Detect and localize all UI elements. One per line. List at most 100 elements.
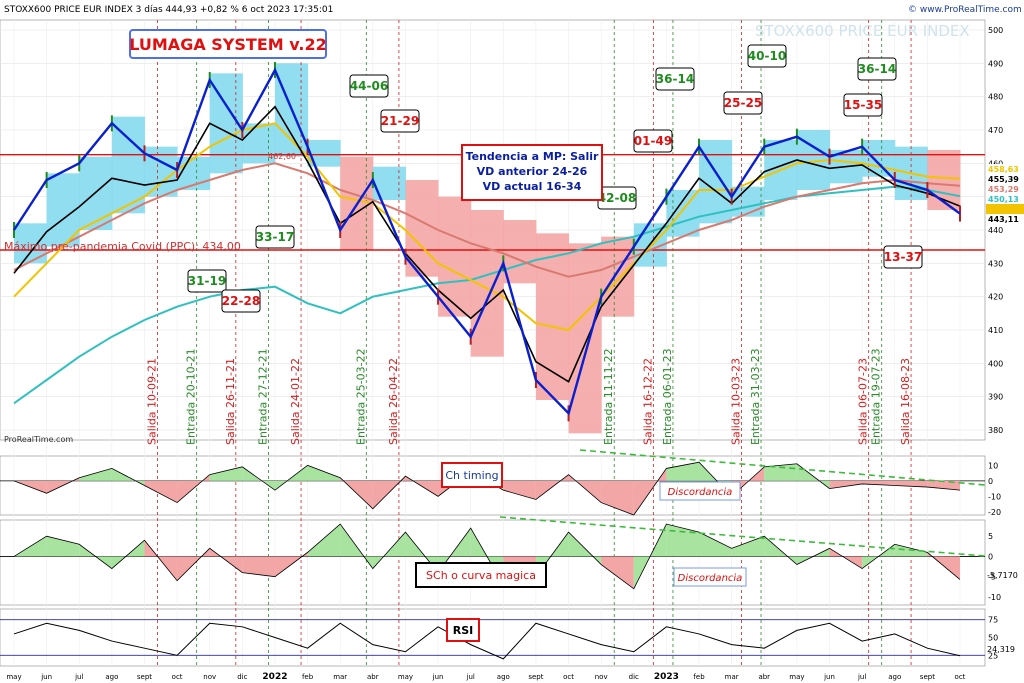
- x-tick-label: 2023: [654, 672, 679, 682]
- y-tick-label: 490: [988, 59, 1003, 68]
- signal-box-red: [843, 93, 883, 117]
- price-series: [12, 62, 961, 422]
- y-tick-label: 410: [988, 326, 1003, 335]
- x-tick-label: jun: [40, 673, 52, 681]
- signal-box-red: [380, 109, 420, 133]
- y-tick-label: 480: [988, 93, 1003, 102]
- indicators: [0, 449, 986, 660]
- x-tick-label: sept: [528, 673, 543, 681]
- trend-line-3: VD actual 16-34: [483, 180, 582, 193]
- sch-tick-label: -5: [988, 573, 996, 582]
- x-tick-label: feb: [302, 673, 314, 681]
- sch-area-segment: [242, 556, 275, 577]
- site-watermark: © www.ProRealTime.com: [908, 5, 1022, 15]
- right-label-bg: [986, 174, 1024, 184]
- x-tick-label: ago: [497, 673, 510, 681]
- x-tick-label: dic: [629, 673, 639, 681]
- marker-label-entry: Entrada 06-01-23: [661, 348, 674, 445]
- right-value-label: 443,11: [988, 215, 1019, 224]
- marker-label-exit: Salida 06-07-23: [857, 358, 870, 445]
- y-tick-label: 430: [988, 259, 1003, 268]
- panel-frame-ch: [0, 455, 986, 516]
- rsi-label: RSI: [453, 624, 474, 637]
- ch-timing-area-segment: [209, 466, 243, 481]
- ch-timing-area-segment: [503, 480, 536, 500]
- marker-label-exit: Salida 24-01-22: [289, 358, 302, 445]
- signal-box-red: [883, 245, 923, 269]
- x-tick-label: jul: [74, 673, 83, 681]
- marker-label-entry: Entrada 19-07-23: [870, 348, 883, 445]
- signal-label-red: 13-37: [884, 250, 922, 264]
- system-title-box: [129, 29, 327, 59]
- marker-label-entry: Entrada 27-12-21: [256, 348, 269, 445]
- level-value-upper: 462,60: [268, 152, 296, 161]
- right-label-bg: [986, 184, 1024, 194]
- sch-area-segment: [535, 532, 569, 577]
- signal-label-red: 25-25: [724, 96, 762, 110]
- discordancia-1-box: [659, 481, 741, 501]
- level-label: Máximo pre-pandemia Covid (PPC): 434,00: [4, 240, 241, 253]
- ch-timing-label-box: [441, 462, 503, 488]
- x-tick-label: jun: [432, 673, 444, 681]
- right-label-bg: [986, 194, 1024, 204]
- x-tick-label: ago: [888, 673, 901, 681]
- signal-label-green: 42-08: [598, 191, 636, 205]
- trend-line-2: VD anterior 24-26: [477, 165, 588, 178]
- signal-box-red: [221, 289, 261, 313]
- right-value-label: 450,13: [988, 195, 1019, 204]
- marker-label-exit: Salida 10-09-21: [146, 358, 159, 445]
- discordancia-2-box: [673, 567, 747, 587]
- discordancia-2: Discordancia: [678, 573, 743, 584]
- x-tick-label: nov: [595, 673, 608, 681]
- trend-line-1: Tendencia a MP: Salir: [466, 150, 599, 163]
- sch-area-segment: [46, 536, 80, 557]
- cloud-segment: [372, 166, 406, 200]
- x-tick-label: mar: [725, 673, 739, 681]
- signal-box-green: [187, 269, 227, 293]
- ch-timing-tick-label: 10: [988, 461, 998, 470]
- ch-timing-area-segment: [764, 463, 797, 481]
- rsi-tick-label: 25: [988, 651, 998, 660]
- cloud-segment: [111, 116, 145, 214]
- signal-label-red: 21-29: [381, 114, 419, 128]
- x-tick-label: sept: [137, 673, 152, 681]
- cloud-segment: [601, 236, 635, 317]
- y-tick-label: 380: [988, 426, 1003, 435]
- signal-label-red: 01-49: [634, 134, 672, 148]
- sch-area-segment: [307, 524, 341, 557]
- cloud-segment: [731, 186, 765, 217]
- y-tick-label: 440: [988, 226, 1003, 235]
- ch-timing-area-segment: [829, 480, 863, 489]
- sch-area-segment: [601, 556, 634, 589]
- ch-timing-area-segment: [144, 480, 178, 503]
- x-tick-label: abr: [367, 673, 379, 681]
- cloud-segment: [862, 140, 896, 177]
- sch-area-segment: [699, 532, 732, 557]
- source-label: ProRealTime.com: [4, 435, 73, 444]
- x-tick-label: sept: [920, 673, 935, 681]
- rsi-last-value: 24,319: [987, 645, 1015, 654]
- rsi-tick-label: 50: [988, 634, 998, 643]
- discordancia-1: Discordancia: [668, 487, 733, 498]
- cloud-segment: [242, 123, 276, 164]
- ch-timing-tick-label: -20: [988, 508, 1001, 517]
- ma-mid-line: [13, 162, 961, 278]
- ch-timing-area-segment: [79, 468, 112, 481]
- ch-timing-area-segment: [307, 465, 341, 481]
- x-tick-label: nov: [203, 673, 216, 681]
- system-title: LUMAGA SYSTEM v.22: [129, 35, 326, 54]
- watermark-title: STOXX600 PRICE EUR INDEX: [755, 22, 970, 40]
- y-tick-label: 470: [988, 126, 1003, 135]
- x-tick-label: oct: [955, 673, 966, 681]
- y-tick-label: 500: [988, 26, 1003, 35]
- signal-box-green: [255, 225, 295, 249]
- marker-label-entry: Entrada 31-03-23: [749, 348, 762, 445]
- x-tick-label: abr: [758, 673, 770, 681]
- rsi-label-box: [446, 618, 480, 642]
- right-value-label: 444,93: [988, 205, 1019, 214]
- signal-label-green: 40-10: [748, 49, 786, 63]
- sch-tick-label: -10: [988, 593, 1001, 602]
- x-tick-label: jun: [823, 673, 835, 681]
- sch-line: [13, 523, 961, 590]
